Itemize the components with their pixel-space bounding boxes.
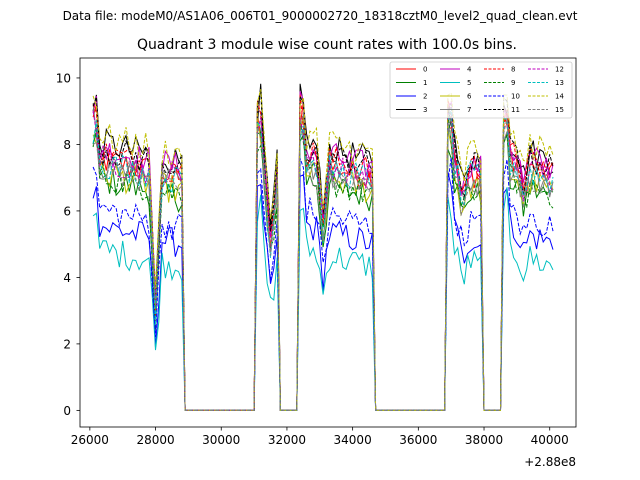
x-tick-label: 32000 xyxy=(268,433,306,447)
series-line-5 xyxy=(92,187,554,411)
legend-box xyxy=(389,61,573,119)
legend-label-9: 9 xyxy=(511,79,515,87)
series-line-8 xyxy=(92,93,554,411)
series-line-12 xyxy=(92,101,554,411)
legend-label-7: 7 xyxy=(467,106,471,114)
legend-label-3: 3 xyxy=(423,106,427,114)
y-tick-label: 6 xyxy=(63,204,71,218)
x-tick-label: 40000 xyxy=(531,433,569,447)
plot-area: 26000 28000 30000 32000 34000 36000 38000 40000… xyxy=(56,57,577,469)
x-tick-label: 38000 xyxy=(465,433,503,447)
legend-label-0: 0 xyxy=(423,66,427,74)
chart-title: Quadrant 3 module wise count rates with … xyxy=(137,37,517,53)
legend-label-5: 5 xyxy=(467,79,471,87)
x-tick-label: 30000 xyxy=(202,433,240,447)
y-tick-label: 8 xyxy=(63,138,71,152)
plot-frame xyxy=(79,57,577,428)
y-tick-label: 0 xyxy=(63,404,71,418)
y-tick-label: 10 xyxy=(56,71,71,85)
series-line-9 xyxy=(92,113,554,411)
series-line-15 xyxy=(92,113,554,411)
series-line-13 xyxy=(92,108,554,411)
series-line-11 xyxy=(92,89,554,411)
legend-label-12: 12 xyxy=(555,66,564,74)
x-tick-label: 28000 xyxy=(136,433,174,447)
legend-label-1: 1 xyxy=(423,79,427,87)
legend-label-6: 6 xyxy=(467,93,472,101)
legend-label-10: 10 xyxy=(511,93,520,101)
series-line-10 xyxy=(92,157,554,411)
legend-label-15: 15 xyxy=(555,106,564,114)
y-tick-label: 4 xyxy=(63,271,71,285)
x-tick-label: 36000 xyxy=(399,433,437,447)
legend-label-11: 11 xyxy=(511,106,520,114)
x-offset-label: +2.88e8 xyxy=(524,455,576,469)
legend-label-4: 4 xyxy=(467,66,472,74)
x-tick-label: 34000 xyxy=(334,433,372,447)
x-tick-label: 26000 xyxy=(71,433,109,447)
chart-suptitle: Data file: modeM0/AS1A06_006T01_90000027… xyxy=(63,9,578,23)
legend-label-14: 14 xyxy=(555,93,564,101)
y-tick-label: 2 xyxy=(63,337,71,351)
legend-label-8: 8 xyxy=(511,66,515,74)
series-group xyxy=(92,83,554,411)
legend-label-2: 2 xyxy=(423,93,427,101)
legend-label-13: 13 xyxy=(555,79,564,87)
series-line-14 xyxy=(92,89,554,411)
